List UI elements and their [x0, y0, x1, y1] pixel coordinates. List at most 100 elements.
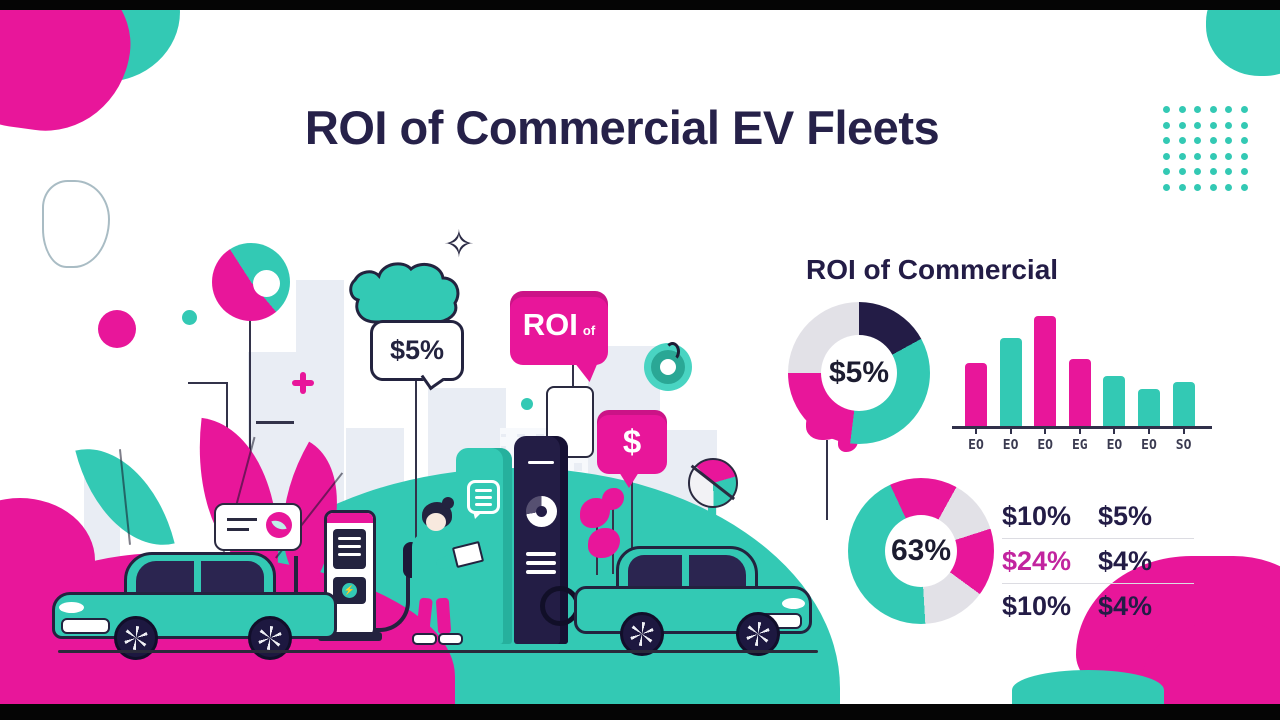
kiosk-line — [526, 552, 556, 556]
station-screen — [333, 529, 366, 569]
roi-bubble-text: ROI — [522, 307, 578, 342]
bar — [1103, 376, 1126, 426]
dots-grid-decoration — [1163, 106, 1255, 191]
person-shoe — [438, 633, 463, 645]
leaf-badge-icon — [266, 512, 292, 538]
person-shoe — [412, 633, 437, 645]
car-window-divider — [194, 561, 201, 595]
stats-row: $24% $4% — [1002, 538, 1194, 583]
percentage-stats-table: $10% $5% $24% $4% $10% $4% — [1002, 494, 1194, 628]
sign-pole — [708, 504, 716, 576]
page-title: ROI of Commercial EV Fleets — [304, 101, 940, 154]
car-wheel — [248, 616, 292, 660]
stats-row: $10% $4% — [1002, 583, 1194, 628]
x-axis — [952, 426, 1212, 429]
signboard-card — [546, 386, 594, 458]
bar — [965, 363, 987, 426]
panel-heading: ROI of Commercial — [806, 254, 1059, 285]
sparkle-icon: ✧ — [443, 224, 475, 266]
bar-label: EG — [1071, 438, 1088, 453]
car-wheel — [114, 616, 158, 660]
bar — [999, 338, 1022, 426]
car-window-divider — [682, 555, 689, 589]
roi-bar-chart: EO EO EO EG EO EO SO — [952, 296, 1218, 466]
connector-line — [631, 476, 633, 576]
stats-row: $10% $5% — [1002, 494, 1194, 538]
donut-balloon-icon — [212, 243, 290, 321]
percentage-bubble-label: $5% — [389, 335, 445, 365]
sign-line — [227, 518, 257, 521]
axis-tick — [1182, 428, 1185, 434]
eco-sign — [214, 503, 302, 551]
bar — [1068, 359, 1091, 426]
roi-donut-chart: $5% — [788, 302, 930, 444]
connector-line — [188, 382, 228, 384]
cloud-icon — [349, 262, 460, 324]
percentage-donut-chart: 63% — [848, 478, 994, 624]
person-hair-bun — [442, 497, 454, 509]
bar-label: SO — [1175, 438, 1192, 453]
teal-circle-decoration — [182, 310, 197, 325]
dollar-bubble-label: $ — [622, 423, 642, 460]
teal-dot — [752, 546, 765, 559]
bolt-icon: ⚡ — [342, 583, 357, 598]
bar — [1172, 382, 1195, 426]
bar-label: EO — [968, 438, 984, 453]
dash-decoration — [256, 421, 294, 424]
bar-label: EO — [1037, 438, 1054, 453]
station-accent-strip — [327, 513, 373, 523]
connector-line — [415, 374, 417, 580]
dollar-speech-bubble: $ — [597, 410, 667, 474]
stats-value: $10% — [1002, 500, 1072, 531]
sign-line — [227, 528, 249, 531]
percentage-speech-bubble: $5% — [370, 320, 464, 381]
person-face — [426, 513, 446, 531]
connector-line — [249, 298, 251, 506]
axis-tick — [1148, 428, 1150, 434]
outlined-blob-decoration — [42, 180, 110, 268]
car-headlight — [782, 598, 805, 609]
pink-circle-decoration — [98, 310, 136, 348]
tablet — [451, 540, 485, 569]
roi-speech-bubble: ROI of — [510, 291, 608, 365]
stats-value: $10% — [1002, 590, 1072, 621]
pie-chart-icon — [526, 496, 557, 527]
letterbox-bottom — [0, 704, 1280, 720]
bar-label: EO — [1106, 438, 1123, 453]
bar-label: EO — [1002, 438, 1019, 453]
station-panel: ⚡ — [333, 577, 366, 604]
axis-tick — [1113, 428, 1116, 434]
pie-chart-sign-icon — [688, 458, 738, 508]
person-leg — [435, 597, 452, 635]
station-base — [318, 632, 382, 641]
person-with-tablet — [396, 497, 485, 645]
document-icon — [467, 480, 500, 514]
axis-tick — [975, 428, 977, 434]
car-wheel — [620, 612, 664, 656]
donut-hole: 63% — [885, 515, 957, 587]
stats-value: $5% — [1098, 500, 1153, 531]
kiosk-line — [528, 461, 554, 464]
roi-bubble-suffix: of — [582, 323, 596, 338]
bar-label: EO — [1141, 438, 1157, 453]
axis-tick — [1044, 428, 1047, 434]
kiosk-line — [526, 561, 556, 565]
bar — [1138, 389, 1160, 426]
donut-hole: $5% — [821, 335, 897, 411]
mini-donut-chart-icon — [644, 342, 692, 391]
road-line — [58, 650, 818, 653]
pink-flower — [602, 488, 624, 510]
plus-sparkle-icon — [292, 372, 314, 394]
license-plate — [61, 618, 110, 634]
kiosk-line — [526, 570, 556, 574]
ev-car-left — [52, 552, 337, 660]
axis-tick — [1078, 428, 1081, 434]
ev-car-right — [574, 546, 814, 656]
stats-value: $4% — [1098, 590, 1153, 621]
car-headlight — [59, 602, 84, 613]
car-wheel — [736, 612, 780, 656]
flower-stem — [826, 440, 828, 520]
person-leg — [416, 597, 433, 635]
stats-value: $4% — [1098, 545, 1153, 576]
